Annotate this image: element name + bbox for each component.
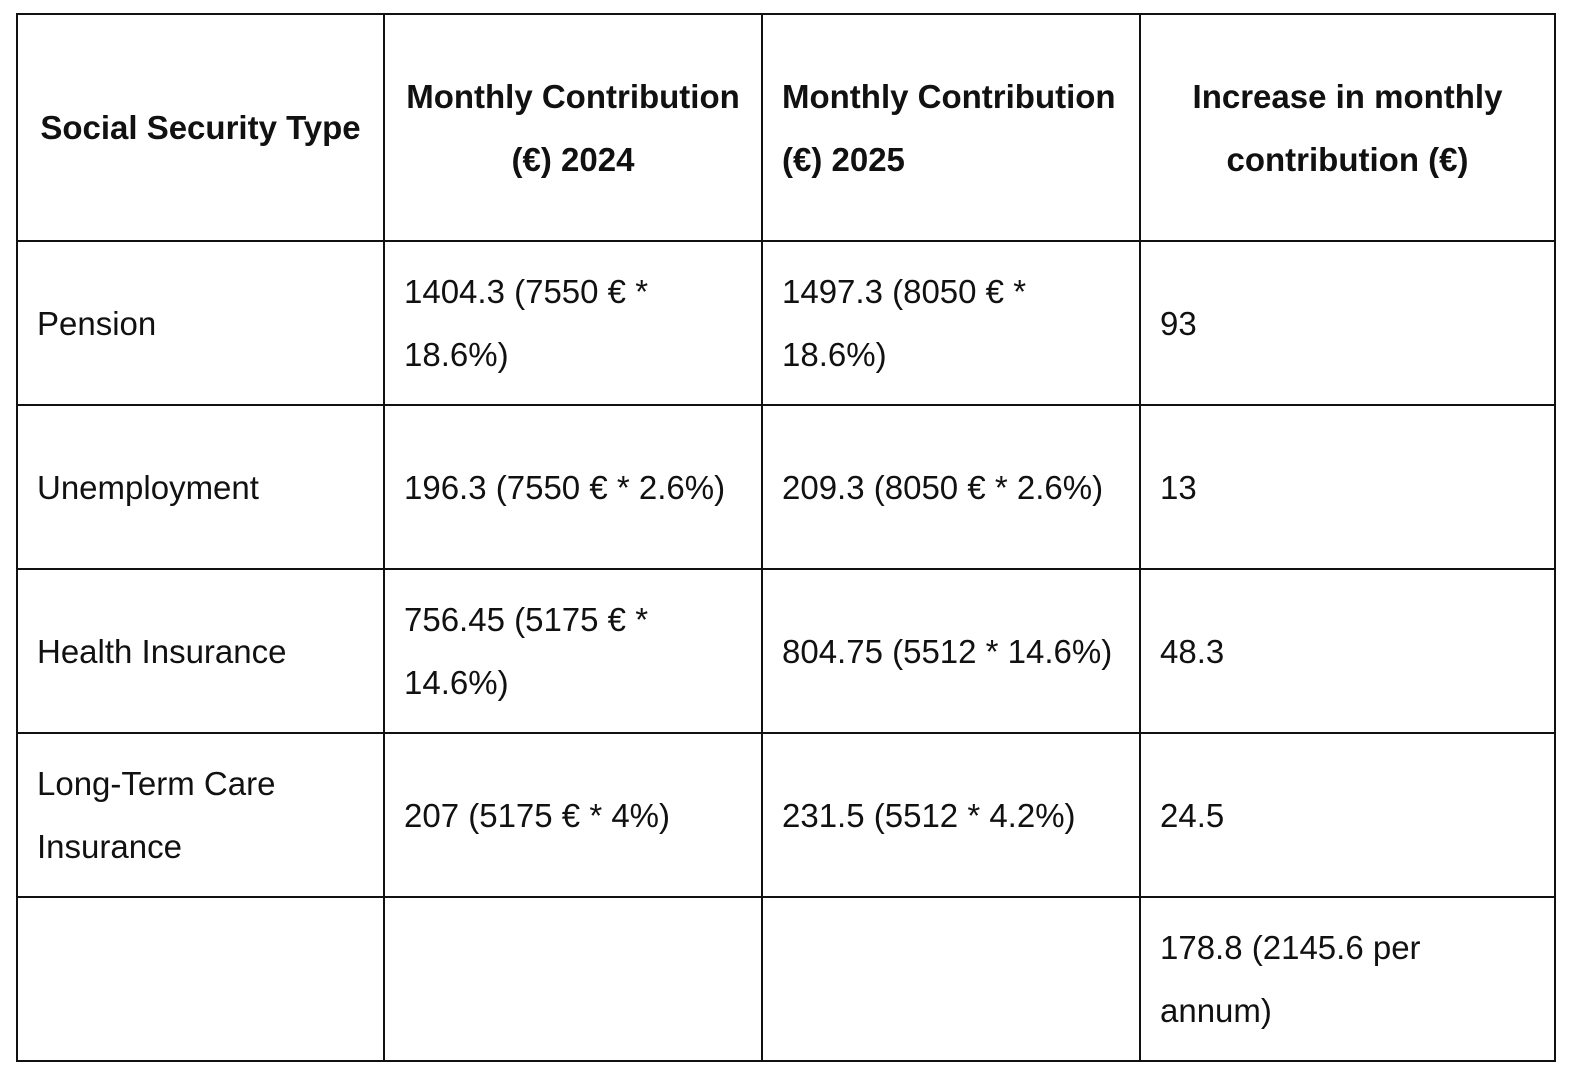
header-contribution-2024: Monthly Contribution (€) 2024 bbox=[383, 13, 763, 242]
header-increase: Increase in monthly contribution (€) bbox=[1139, 13, 1556, 242]
cell-2025: 1497.3 (8050 € * 18.6%) bbox=[761, 240, 1141, 406]
cell-increase: 24.5 bbox=[1139, 732, 1556, 898]
cell-2024: 196.3 (7550 € * 2.6%) bbox=[383, 404, 763, 570]
table-row: Long-Term Care Insurance 207 (5175 € * 4… bbox=[16, 732, 1556, 898]
cell-type: Unemployment bbox=[16, 404, 385, 570]
cell-type: Pension bbox=[16, 240, 385, 406]
cell-2024: 1404.3 (7550 € * 18.6%) bbox=[383, 240, 763, 406]
cell-2025: 804.75 (5512 * 14.6%) bbox=[761, 568, 1141, 734]
header-social-security-type: Social Security Type bbox=[16, 13, 385, 242]
cell-2025 bbox=[761, 896, 1141, 1062]
table-row: Health Insurance 756.45 (5175 € * 14.6%)… bbox=[16, 568, 1556, 734]
cell-type: Long-Term Care Insurance bbox=[16, 732, 385, 898]
cell-increase: 93 bbox=[1139, 240, 1556, 406]
table-row: Pension 1404.3 (7550 € * 18.6%) 1497.3 (… bbox=[16, 240, 1556, 406]
cell-type: Health Insurance bbox=[16, 568, 385, 734]
cell-2025: 231.5 (5512 * 4.2%) bbox=[761, 732, 1141, 898]
header-contribution-2025: Monthly Contribution (€) 2025 bbox=[761, 13, 1141, 242]
cell-2025: 209.3 (8050 € * 2.6%) bbox=[761, 404, 1141, 570]
cell-2024: 756.45 (5175 € * 14.6%) bbox=[383, 568, 763, 734]
total-row: 178.8 (2145.6 per annum) bbox=[16, 896, 1556, 1062]
cell-increase: 48.3 bbox=[1139, 568, 1556, 734]
cell-2024 bbox=[383, 896, 763, 1062]
cell-type bbox=[16, 896, 385, 1062]
table-row: Unemployment 196.3 (7550 € * 2.6%) 209.3… bbox=[16, 404, 1556, 570]
cell-increase: 13 bbox=[1139, 404, 1556, 570]
cell-total-increase: 178.8 (2145.6 per annum) bbox=[1139, 896, 1556, 1062]
header-row: Social Security Type Monthly Contributio… bbox=[16, 13, 1556, 242]
cell-2024: 207 (5175 € * 4%) bbox=[383, 732, 763, 898]
contribution-table: Social Security Type Monthly Contributio… bbox=[16, 13, 1556, 1062]
